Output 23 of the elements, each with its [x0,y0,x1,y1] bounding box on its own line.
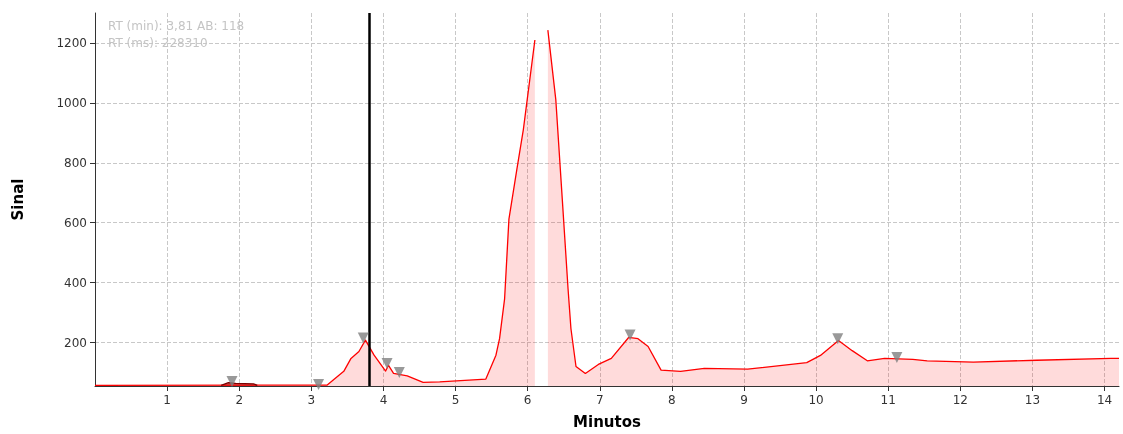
y-tick-label: 600 [64,215,87,230]
x-tick-label: 4 [379,393,388,407]
annotation: RT (min): 3,81 AB: 118 [108,19,245,33]
x-tick-label: 6 [523,393,532,407]
x-tick-label: 10 [808,393,824,407]
y-axis-title: Sinal [8,178,27,221]
x-axis-title: Minutos [573,412,641,431]
y-tick-label: 800 [64,155,87,170]
y-tick-label: 400 [64,275,87,290]
x-tick-label: 1 [163,393,171,407]
x-tick-label: 2 [235,393,244,407]
y-tick-label: 1200 [56,35,87,50]
x-tick-label: 13 [1024,393,1041,407]
x-tick-label: 3 [307,393,316,407]
x-tick-label: 8 [668,393,676,407]
y-tick-label: 1000 [56,95,87,110]
x-tick-label: 11 [880,393,896,407]
x-tick-label: 5 [451,393,460,407]
y-tick-label: 200 [64,335,87,350]
x-tick-label: 7 [595,393,604,407]
x-tick-label: 12 [952,393,968,407]
x-tick-label: 9 [740,393,748,407]
x-tick-label: 14 [1096,393,1113,407]
